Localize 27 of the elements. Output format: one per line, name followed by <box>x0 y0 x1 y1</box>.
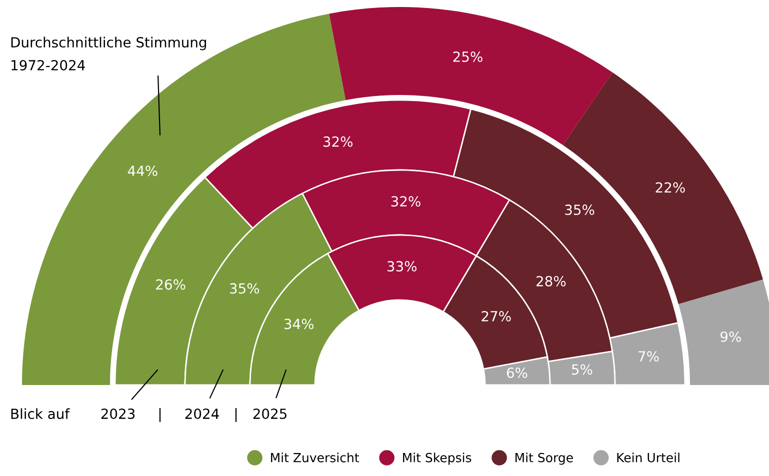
data-label: 35% <box>565 204 594 216</box>
data-label: 44% <box>128 166 158 176</box>
data-label: 32% <box>323 136 352 147</box>
data-label: 25% <box>453 51 482 62</box>
text: | <box>235 408 237 422</box>
text: | <box>159 408 161 422</box>
data-label: 32% <box>391 196 420 207</box>
data-label: 33% <box>387 261 417 272</box>
slice-label: 2024 <box>185 408 219 420</box>
data-label: 9% <box>720 331 741 342</box>
slice-label: 2025 <box>253 408 286 420</box>
legend-label: Mit Skepsis <box>403 452 472 465</box>
data-label: 26% <box>156 279 186 290</box>
slice-label: Durchschnittliche Stimmung 1972-2024 <box>11 36 206 70</box>
data-label: 7% <box>638 351 659 362</box>
text: Blick auf <box>11 408 70 420</box>
slice-label: 2023 <box>101 408 135 420</box>
data-label: 34% <box>284 318 314 330</box>
data-label: 5% <box>572 364 592 375</box>
legend-label: Mit Zuversicht <box>271 452 360 462</box>
data-label: 27% <box>482 310 511 322</box>
data-label: 28% <box>536 276 566 286</box>
data-label: 22% <box>656 182 685 193</box>
legend-label: Mit Sorge <box>516 452 573 465</box>
data-label: 6% <box>506 367 528 378</box>
legend-label: Kein Urteil <box>617 452 680 462</box>
data-label: 35% <box>230 283 260 294</box>
